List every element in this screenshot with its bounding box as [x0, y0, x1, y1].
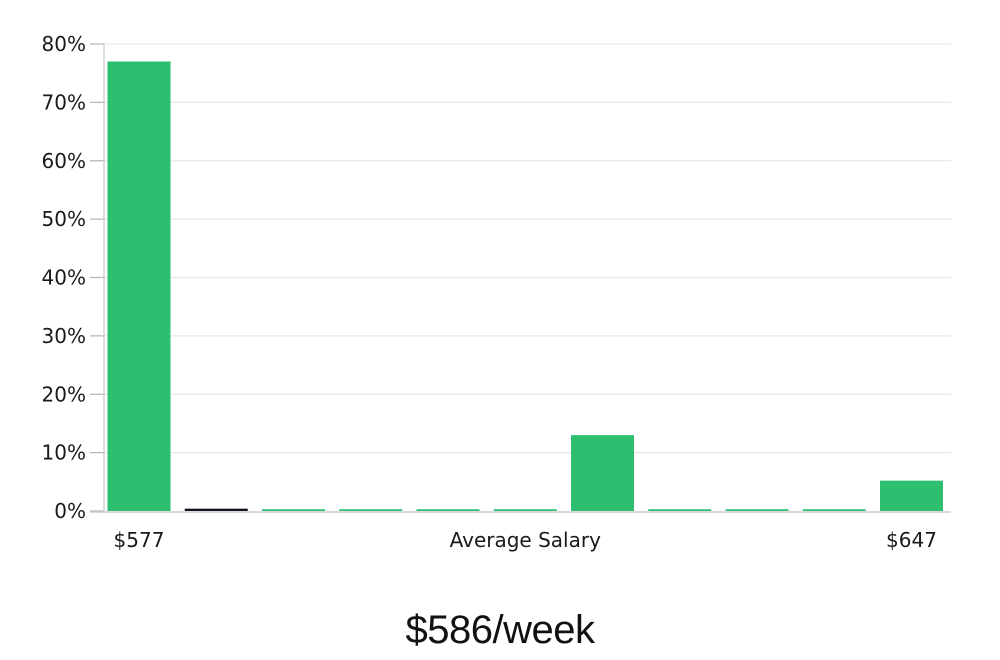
bar	[725, 509, 789, 511]
y-tick-label: 10%	[42, 441, 86, 465]
salary-bar-chart: 0% 10% 20% 30% 40% 50% 60% 70% 80% $577 Average Sa…	[42, 32, 951, 552]
bar	[493, 509, 557, 511]
x-tick-label: $647	[886, 528, 937, 552]
x-tick-label: $577	[114, 528, 165, 552]
y-tick-label: 40%	[42, 266, 86, 290]
bar	[880, 480, 943, 511]
chart-title: $586/week	[405, 608, 595, 652]
y-tick-label: 60%	[42, 149, 86, 173]
bar	[262, 509, 325, 511]
y-tick-label: 20%	[42, 382, 86, 406]
bar	[107, 61, 171, 511]
y-tick-label: 0%	[54, 499, 86, 523]
bar	[184, 508, 248, 511]
y-tick-label: 70%	[42, 90, 86, 114]
bar	[648, 509, 712, 511]
bar	[802, 509, 866, 511]
bar	[571, 435, 634, 511]
y-tick-label: 50%	[42, 207, 86, 231]
bar	[416, 509, 480, 511]
y-tick-label: 30%	[42, 324, 86, 348]
x-tick-label: Average Salary	[450, 528, 601, 552]
y-tick-label: 80%	[42, 32, 86, 56]
bar	[339, 509, 403, 511]
